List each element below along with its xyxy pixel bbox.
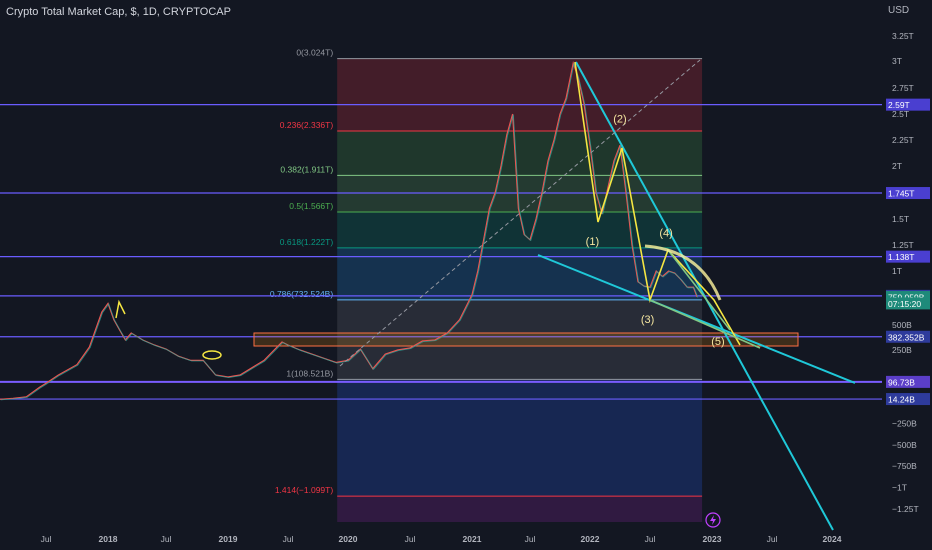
fib-level-label: 0.382(1.911T) <box>280 164 333 174</box>
price-tags: 2.59T1.745T1.138T769.869B759.059B07:15:2… <box>886 98 930 406</box>
y-tick-label: 500B <box>892 320 912 330</box>
chart-title: Crypto Total Market Cap, $, 1D, CRYPTOCA… <box>6 6 231 18</box>
y-tick-label: 2.5T <box>892 109 909 119</box>
y-tick-label: −500B <box>892 440 917 450</box>
lower-trend-line[interactable] <box>537 254 856 384</box>
price-tag-bg <box>886 375 930 388</box>
x-tick-label: 2021 <box>463 534 482 544</box>
y-tick-label: 3T <box>892 56 902 66</box>
y-tick-label: 2.25T <box>892 135 914 145</box>
x-tick-label: 2020 <box>339 534 358 544</box>
channel-upper[interactable] <box>667 249 731 331</box>
highlight-boxes <box>253 332 799 347</box>
price-line-green <box>0 62 699 401</box>
x-tick-label: 2022 <box>581 534 600 544</box>
y-axis[interactable]: 3.25T 3T 2.75T 2.5T 2.25T 2T 1.5T 1.25T 1T 500B 25… <box>892 31 919 514</box>
fib-level-label: 0.618(1.222T) <box>280 237 334 247</box>
y-tick-label: 250B <box>892 345 912 355</box>
fib-level-label: 1(108.521B) <box>286 368 333 378</box>
channel-lower[interactable] <box>649 299 761 349</box>
x-tick-label: Jul <box>767 534 778 544</box>
x-tick-label: Jul <box>283 534 294 544</box>
fib-zone-5 <box>337 299 703 380</box>
y-tick-label: 2T <box>892 161 902 171</box>
price-tag-bg <box>886 250 930 263</box>
price-tag-bg <box>886 187 930 200</box>
wave-label-5: (5) <box>711 336 724 348</box>
price-tag-label: 382.352B <box>888 332 925 342</box>
y-tick-label: 1.5T <box>892 214 909 224</box>
x-tick-label: Jul <box>161 534 172 544</box>
fib-level-label: 0.5(1.566T) <box>289 201 333 211</box>
x-tick-label: Jul <box>41 534 52 544</box>
y-tick-label: −250B <box>892 418 917 428</box>
lightning-icon[interactable] <box>705 512 721 528</box>
price-tag-label: 07:15:20 <box>888 299 921 309</box>
support-zone-box <box>253 332 799 347</box>
fib-level-label: 0(3.024T) <box>296 48 333 58</box>
fib-diagonal <box>339 59 701 367</box>
fib-zone-4 <box>337 247 703 300</box>
y-tick-label: −1.25T <box>892 504 919 514</box>
arc-drawing[interactable] <box>644 244 722 301</box>
circle-annotation <box>202 350 222 360</box>
wave-label-3: (3) <box>641 314 654 326</box>
y-tick-label: −1T <box>892 483 907 493</box>
x-tick-label: 2024 <box>823 534 842 544</box>
price-tag-bg <box>886 297 930 310</box>
price-tag-bg <box>886 393 930 406</box>
wave-label-1: (1) <box>586 236 599 248</box>
y-tick-label: 3.25T <box>892 31 914 41</box>
price-tag-label: 2.59T <box>888 100 910 110</box>
price-tag-label: 14.24B <box>888 395 915 405</box>
fib-zone-1 <box>337 131 703 176</box>
trend-drawings[interactable] <box>115 59 856 531</box>
y-tick-label: −750B <box>892 461 917 471</box>
price-tag-label: 1.138T <box>888 252 914 262</box>
fib-level-label: 0.786(732.524B) <box>270 289 333 299</box>
wave-label-2: (2) <box>613 113 626 125</box>
fib-zone-3 <box>337 212 703 248</box>
x-tick-label: Jul <box>405 534 416 544</box>
price-tag-bg <box>886 98 930 111</box>
fib-zones <box>337 58 703 522</box>
x-tick-label: 2023 <box>703 534 722 544</box>
y-tick-label: 2.75T <box>892 83 914 93</box>
wave-label-4: (4) <box>659 228 672 240</box>
x-tick-label: 2018 <box>99 534 118 544</box>
fib-level-label: 0.236(2.336T) <box>280 120 334 130</box>
price-tag-label: 96.73B <box>888 377 915 387</box>
y-axis-unit: USD <box>888 5 910 16</box>
fib-level-label: 1.414(−1.099T) <box>275 485 334 495</box>
x-tick-label: 2019 <box>219 534 238 544</box>
y-tick-label: 1T <box>892 266 902 276</box>
fib-zone-0 <box>337 58 703 132</box>
fib-zone-6 <box>337 379 703 497</box>
arrow-annotation <box>115 299 126 319</box>
price-tag-label: 1.745T <box>888 189 914 199</box>
y-tick-label: 1.25T <box>892 240 914 250</box>
x-tick-label: Jul <box>525 534 536 544</box>
fib-zone-7 <box>337 496 703 522</box>
x-tick-label: Jul <box>645 534 656 544</box>
price-tag-bg <box>886 330 930 343</box>
wave-labels: (1) (2) (3) (4) (5) <box>586 113 725 348</box>
x-axis[interactable]: Jul 2018 Jul 2019 Jul 2020 Jul 2021 Jul 2022 Jul 20… <box>41 534 842 544</box>
